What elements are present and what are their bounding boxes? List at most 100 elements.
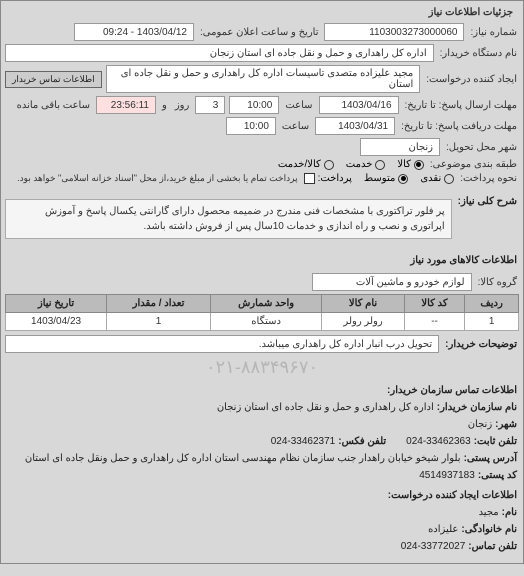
radio-pay-credit[interactable]: متوسط bbox=[364, 173, 408, 184]
td-name: رولر رولر bbox=[322, 313, 405, 331]
contact-title: اطلاعات تماس سازمان خریدار: bbox=[7, 382, 517, 399]
creator-name-row: نام: مجید bbox=[7, 504, 517, 521]
radio-pay-cash[interactable]: نقدی bbox=[420, 173, 454, 184]
table-header-row: ردیف کد کالا نام کالا واحد شمارش تعداد /… bbox=[6, 295, 519, 313]
row-response-deadline: مهلت دریافت پاسخ: تا تاریخ: 1403/04/31 س… bbox=[5, 117, 519, 135]
remaining-time: 23:56:11 bbox=[96, 96, 156, 114]
th-unit: واحد شمارش bbox=[210, 295, 321, 313]
th-row: ردیف bbox=[465, 295, 519, 313]
th-qty: تعداد / مقدار bbox=[107, 295, 211, 313]
contact-postal-value: 4514937183 bbox=[419, 467, 475, 484]
contact-city-value: زنجان bbox=[468, 416, 492, 433]
need-number-label: شماره نیاز: bbox=[468, 27, 519, 38]
deadline-send-time: 10:00 bbox=[229, 96, 279, 114]
th-date: تاریخ نیاز bbox=[6, 295, 107, 313]
payment-label: نحوه پرداخت: bbox=[458, 173, 519, 184]
category-radio-group: کالا خدمت کالا/خدمت bbox=[278, 159, 424, 170]
goods-group-value: لوازم خودرو و ماشین آلات bbox=[312, 273, 472, 291]
watermark-row: ۰۲۱-۸۸۳۴۹۶۷۰ bbox=[5, 356, 519, 378]
remaining-days: 3 bbox=[195, 96, 225, 114]
buyer-notes-value: تحویل درب انبار اداره کل راهداری میباشد. bbox=[5, 335, 439, 353]
payment-desc: پرداخت تمام یا بخشی از مبلغ خرید،از محل … bbox=[15, 173, 299, 184]
row-buyer-notes: توضیحات خریدار: تحویل درب انبار اداره کل… bbox=[5, 335, 519, 353]
contact-address: آدرس پستی: بلوار شیخو خیابان راهدار جنب … bbox=[7, 450, 517, 467]
contact-info-button[interactable]: اطلاعات تماس خریدار bbox=[5, 71, 102, 88]
checkbox-pay[interactable]: پرداخت: bbox=[304, 173, 352, 184]
buyer-org-label: نام دستگاه خریدار: bbox=[438, 48, 519, 59]
row-budget: طبقه بندی موضوعی: کالا خدمت کالا/خدمت bbox=[5, 159, 519, 170]
creator-title: اطلاعات ایجاد کننده درخواست: bbox=[7, 487, 517, 504]
need-desc-value: پر فلور تراکتوری با مشخصات فنی مندرج در … bbox=[5, 199, 452, 239]
row-requester: ایجاد کننده درخواست: مجید علیزاده متصدی … bbox=[5, 65, 519, 93]
watermark-text: ۰۲۱-۸۸۳۴۹۶۷۰ bbox=[5, 356, 519, 378]
td-unit: دستگاه bbox=[210, 313, 321, 331]
row-buyer-org: نام دستگاه خریدار: اداره کل راهداری و حم… bbox=[5, 44, 519, 62]
buyer-org-value: اداره کل راهداری و حمل و نقل جاده ای است… bbox=[5, 44, 434, 62]
contact-city: شهر: زنجان bbox=[7, 416, 517, 433]
goods-table: ردیف کد کالا نام کالا واحد شمارش تعداد /… bbox=[5, 294, 519, 331]
goods-section-title: اطلاعات کالاهای مورد نیاز bbox=[5, 251, 519, 270]
panel-title: جزئیات اطلاعات نیاز bbox=[5, 5, 519, 20]
td-qty: 1 bbox=[107, 313, 211, 331]
response-deadline-date: 1403/04/31 bbox=[315, 117, 395, 135]
creator-name: نام: مجید bbox=[479, 504, 517, 521]
goods-group-label: گروه کالا: bbox=[476, 277, 519, 288]
contact-address-value: بلوار شیخو خیابان راهدار جنب سازمان نظام… bbox=[25, 450, 461, 467]
radio-service-label: خدمت bbox=[346, 159, 373, 170]
contact-fax: تلفن فکس: 024-33462371 bbox=[271, 433, 386, 450]
radio-dot-icon bbox=[324, 160, 334, 170]
buyer-notes-label: توضیحات خریدار: bbox=[443, 339, 519, 350]
creator-phone: تلفن تماس: 024-33772027 bbox=[7, 538, 517, 555]
time-label-2: ساعت bbox=[280, 121, 311, 132]
td-row: 1 bbox=[465, 313, 519, 331]
th-name: نام کالا bbox=[322, 295, 405, 313]
radio-dot-icon bbox=[375, 160, 385, 170]
contact-org-label: نام سازمان خریدار: bbox=[437, 399, 517, 416]
checkbox-icon bbox=[304, 173, 315, 184]
row-deadline-send: مهلت ارسال پاسخ: تا تاریخ: 1403/04/16 سا… bbox=[5, 96, 519, 114]
requester-label: ایجاد کننده درخواست: bbox=[424, 74, 519, 85]
radio-both[interactable]: کالا/خدمت bbox=[278, 159, 334, 170]
creator-phone-value: 024-33772027 bbox=[401, 538, 466, 555]
checkbox-pay-label: پرداخت: bbox=[318, 173, 352, 184]
contact-section: اطلاعات تماس سازمان خریدار: نام سازمان خ… bbox=[5, 378, 519, 559]
radio-service[interactable]: خدمت bbox=[346, 159, 386, 170]
creator-surname-label: نام خانوادگی: bbox=[461, 521, 517, 538]
radio-dot-icon bbox=[398, 174, 408, 184]
row-payment: نحوه پرداخت: نقدی متوسط پرداخت: پرداخت ت… bbox=[5, 173, 519, 184]
delivery-label: شهر محل تحویل: bbox=[444, 142, 519, 153]
need-desc-label: شرح کلی نیاز: bbox=[456, 196, 519, 207]
table-row: 1 -- رولر رولر دستگاه 1 1403/04/23 bbox=[6, 313, 519, 331]
budget-label: طبقه بندی موضوعی: bbox=[428, 159, 519, 170]
time-label-1: ساعت bbox=[283, 100, 314, 111]
contact-phones: تلفن ثابت: 024-33462363 تلفن فکس: 024-33… bbox=[7, 433, 517, 450]
contact-org-value: اداره کل راهداری و حمل و نقل جاده ای است… bbox=[217, 399, 434, 416]
radio-dot-icon bbox=[414, 160, 424, 170]
radio-pay-cash-label: نقدی bbox=[420, 173, 441, 184]
need-number-value: 1103003273000060 bbox=[324, 23, 464, 41]
contact-org: نام سازمان خریدار: اداره کل راهداری و حم… bbox=[7, 399, 517, 416]
contact-postal: کد پستی: 4514937183 bbox=[7, 467, 517, 484]
creator-name-label: نام: bbox=[502, 504, 517, 521]
contact-phone-value: 024-33462363 bbox=[406, 433, 471, 450]
contact-phone: تلفن ثابت: 024-33462363 bbox=[406, 433, 517, 450]
radio-both-label: کالا/خدمت bbox=[278, 159, 321, 170]
row-need-desc: شرح کلی نیاز: پر فلور تراکتوری با مشخصات… bbox=[5, 196, 519, 242]
row-goods-group: گروه کالا: لوازم خودرو و ماشین آلات bbox=[5, 273, 519, 291]
contact-fax-value: 024-33462371 bbox=[271, 433, 336, 450]
remaining-and: و bbox=[160, 100, 169, 111]
creator-phone-label: تلفن تماس: bbox=[468, 538, 517, 555]
row-delivery: شهر محل تحویل: زنجان bbox=[5, 138, 519, 156]
announce-date-value: 1403/04/12 - 09:24 bbox=[74, 23, 194, 41]
response-deadline-time: 10:00 bbox=[226, 117, 276, 135]
response-deadline-label: مهلت دریافت پاسخ: تا تاریخ: bbox=[399, 121, 519, 132]
td-date: 1403/04/23 bbox=[6, 313, 107, 331]
announce-date-label: تاریخ و ساعت اعلان عمومی: bbox=[198, 27, 321, 38]
contact-postal-label: کد پستی: bbox=[478, 467, 517, 484]
requester-value: مجید علیزاده متصدی تاسیسات اداره کل راهد… bbox=[106, 65, 421, 93]
payment-radio-group: نقدی متوسط پرداخت: bbox=[304, 173, 455, 184]
radio-cash[interactable]: کالا bbox=[397, 159, 424, 170]
remaining-suffix: ساعت باقی مانده bbox=[15, 100, 92, 111]
contact-phone-label: تلفن ثابت: bbox=[474, 433, 517, 450]
radio-dot-icon bbox=[444, 174, 454, 184]
